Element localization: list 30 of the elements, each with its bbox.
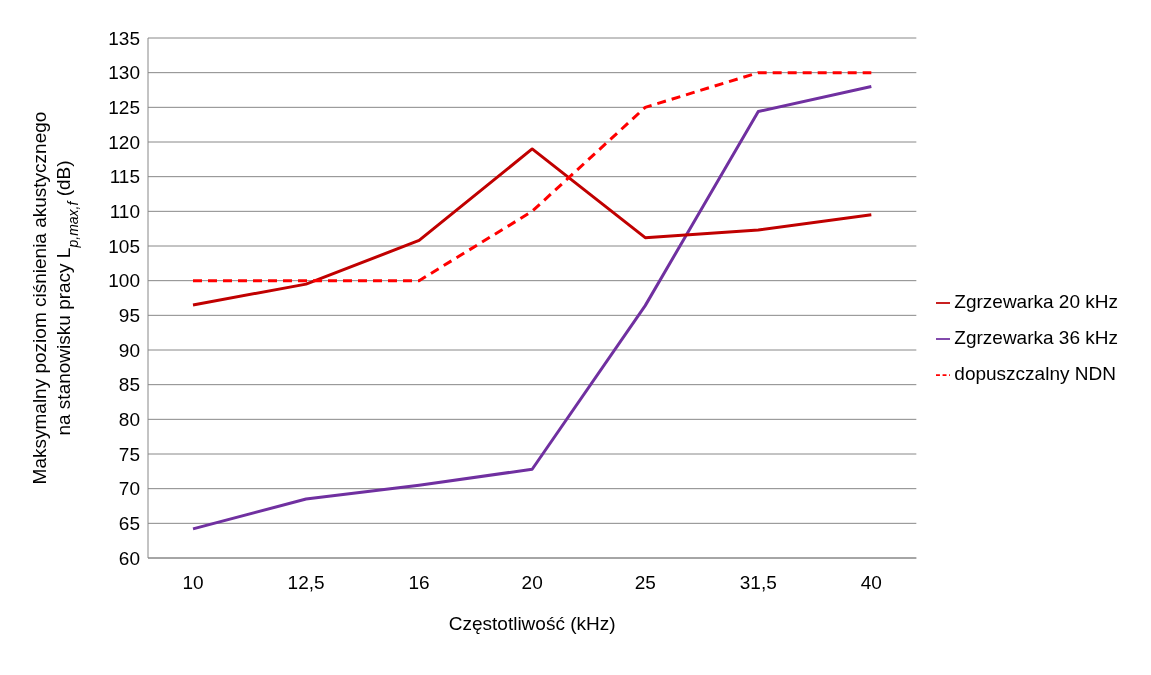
y-tick-label: 100 [108,270,140,292]
x-tick-label: 10 [182,572,204,594]
x-tick-label: 31,5 [739,572,777,594]
y-tick-label: 105 [108,235,140,257]
y-tick-label: 135 [108,27,140,49]
line-series [191,147,873,307]
x-tick-label: 40 [860,572,882,594]
y-tick-label: 115 [109,166,140,188]
y-tick-label: 80 [118,409,140,431]
y-tick-label: 60 [118,547,140,569]
legend-label: Zgrzewarka 20 kHz [954,291,1118,312]
y-tick-label: 70 [118,478,140,500]
x-tick-label: 25 [634,572,656,594]
x-tick-label: 12,5 [287,572,325,594]
y-tick-label: 120 [108,131,140,153]
y-tick-label: 125 [108,97,140,119]
x-tick-label: 16 [408,572,430,594]
y-tick-label: 130 [108,62,140,84]
legend-label: Zgrzewarka 36 kHz [954,327,1118,348]
y-tick-label: 90 [118,339,140,361]
y-tick-label: 65 [118,513,140,535]
line-series [191,85,873,531]
y-tick-label: 110 [109,201,140,223]
y-tick-label: 95 [118,305,140,327]
x-axis-title: Częstotliwość (kHz) [448,613,616,634]
legend-label: dopuszczalny NDN [954,363,1116,384]
x-tick-label: 20 [521,572,543,594]
y-tick-label: 85 [118,374,140,396]
line-series [191,71,873,283]
y-tick-label: 75 [118,443,140,465]
